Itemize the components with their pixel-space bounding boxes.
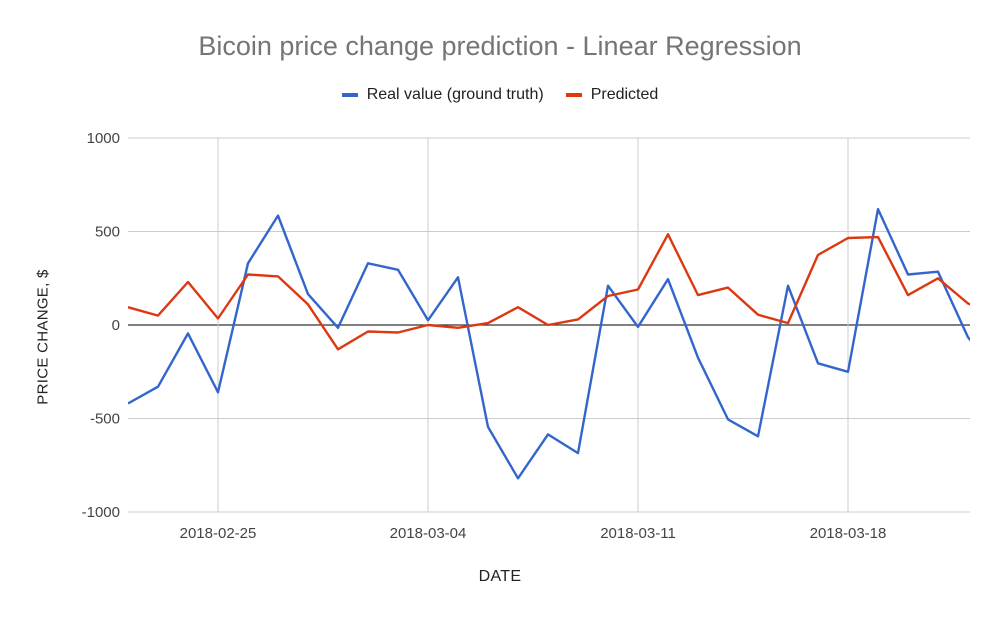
legend-item-predicted: Predicted — [565, 86, 659, 104]
series-layer — [128, 207, 970, 480]
y-tick-label: 500 — [95, 224, 120, 241]
legend-swatch-predicted — [565, 93, 582, 97]
y-tick-label: 1000 — [87, 130, 120, 147]
legend-item-real: Real value (ground truth) — [341, 86, 544, 104]
x-tick-label: 2018-02-25 — [180, 525, 257, 542]
chart-title: Bicoin price change prediction - Linear … — [198, 31, 802, 61]
y-tick-label: 0 — [112, 317, 120, 334]
chart-legend: Real value (ground truth) Predicted — [0, 86, 1000, 104]
series-line-predicted — [128, 233, 970, 351]
y-tick-label: -1000 — [82, 504, 120, 521]
series-line-real — [128, 207, 970, 480]
x-tick-label: 2018-03-18 — [810, 525, 887, 542]
x-tick-label: 2018-03-04 — [390, 525, 467, 542]
legend-label-predicted: Predicted — [590, 86, 659, 103]
y-axis-title: PRICE CHANGE, $ — [34, 269, 52, 405]
y-tick-label: -500 — [90, 411, 120, 428]
x-axis-title: DATE — [478, 568, 522, 585]
x-tick-label: 2018-03-11 — [600, 525, 676, 542]
legend-label-real: Real value (ground truth) — [366, 86, 544, 103]
axis-layer: 1000 500 0 -500 -1000 2018-02-25 2018-03-04 201… — [82, 130, 887, 542]
legend-swatch-real — [341, 93, 358, 97]
